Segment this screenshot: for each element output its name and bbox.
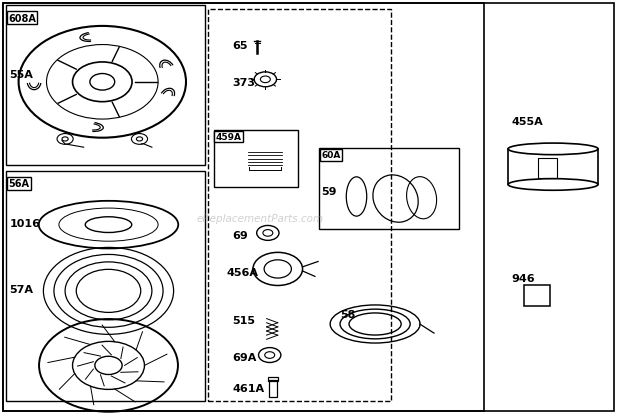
Bar (214, 131, 298, 188)
Text: 65: 65 (232, 40, 248, 50)
Bar (268, 377, 278, 381)
Text: 56A: 56A (8, 179, 29, 189)
Text: 459A: 459A (216, 133, 242, 142)
Bar (319, 149, 459, 229)
Text: 60A: 60A (321, 151, 340, 160)
Text: 946: 946 (512, 274, 535, 284)
Text: 58: 58 (340, 309, 355, 319)
Bar (524, 285, 550, 306)
Text: 515: 515 (232, 315, 255, 325)
Text: 461A: 461A (232, 383, 265, 393)
Bar (6, 171, 205, 401)
Text: 1016: 1016 (9, 218, 40, 228)
Text: 59: 59 (321, 187, 337, 197)
Text: eReplacementParts.com: eReplacementParts.com (197, 214, 324, 224)
Bar (538, 159, 557, 178)
Bar (269, 380, 277, 397)
Bar (6, 6, 205, 165)
Text: 608A: 608A (8, 14, 36, 24)
Text: 69A: 69A (232, 352, 257, 362)
Text: 455A: 455A (512, 117, 543, 127)
Bar (3, 4, 484, 411)
Text: 69: 69 (232, 230, 248, 240)
Text: 57A: 57A (9, 284, 33, 294)
Text: 55A: 55A (9, 69, 33, 79)
Text: 456A: 456A (226, 268, 259, 278)
Bar (208, 10, 391, 401)
Text: 373: 373 (232, 78, 255, 88)
